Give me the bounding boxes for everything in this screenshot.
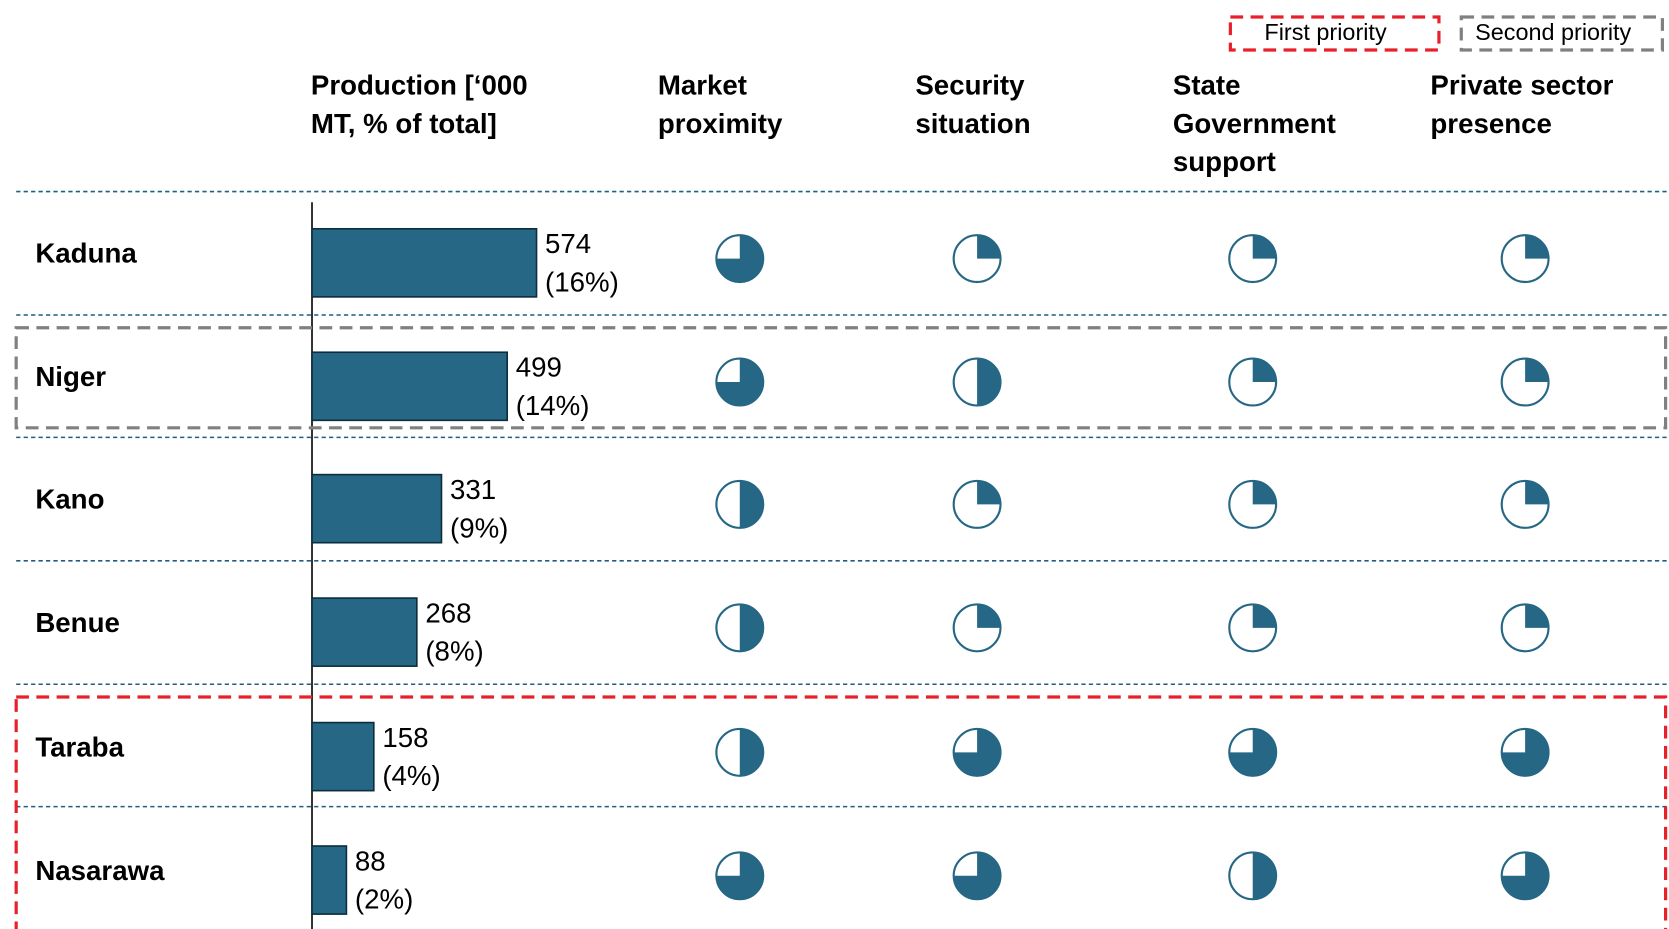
legend-label: Second priority [1475,19,1631,45]
column-header: support [1173,146,1276,177]
harvey-ball [1229,728,1277,776]
row-label: Kano [35,484,104,515]
harvey-ball [1525,604,1549,628]
priority-box [14,326,1668,430]
column-header: proximity [658,108,783,139]
harvey-ball [977,358,1001,406]
row-label: Nasarawa [35,855,165,886]
harvey-ball [953,852,1001,900]
column-header: presence [1430,108,1551,139]
harvey-ball [1252,852,1277,900]
priority-box [14,695,1668,929]
value-label: 268 [425,597,471,628]
column-header: Market [658,70,747,101]
column-header: MT, % of total] [311,108,497,139]
harvey-ball [977,604,1001,628]
column-header: Government [1173,108,1336,139]
legend-label: First priority [1264,19,1387,45]
share-label: (14%) [516,390,590,421]
share-label: (16%) [545,266,619,297]
harvey-ball [1252,480,1277,505]
share-label: (8%) [425,636,483,667]
harvey-ball [1252,235,1277,259]
column-header: State [1173,70,1241,101]
value-label: 574 [545,228,591,259]
bar [311,473,443,544]
harvey-ball [716,852,764,900]
harvey-ball [1501,728,1549,776]
bar [311,227,538,298]
harvey-ball [739,728,764,776]
column-header: Private sector [1430,70,1613,101]
row-label: Benue [35,607,120,638]
harvey-ball [1252,358,1277,383]
harvey-ball [1252,604,1277,628]
bar [311,597,418,667]
bar [311,351,508,422]
harvey-ball [1525,235,1549,259]
harvey-ball [716,358,764,406]
value-label: 88 [355,845,386,876]
row-label: Niger [35,361,106,392]
harvey-ball [739,604,764,652]
harvey-ball [953,728,1001,776]
share-label: (9%) [450,512,508,543]
column-header: Security [915,70,1025,101]
bar [311,721,375,792]
row-label: Taraba [35,731,124,762]
share-label: (4%) [382,760,440,791]
harvey-ball [1501,852,1549,900]
bar [311,845,348,915]
value-label: 331 [450,474,496,505]
column-header: situation [915,108,1030,139]
harvey-ball [739,480,764,528]
harvey-ball [1525,480,1549,505]
legend-box [1228,15,1441,52]
column-header: Production [‘000 [311,70,528,101]
legend-box [1459,15,1665,52]
row-label: Kaduna [35,238,137,269]
share-label: (2%) [355,884,413,915]
harvey-ball [977,235,1001,259]
value-label: 499 [516,352,562,383]
value-label: 158 [382,722,428,753]
harvey-ball [1525,358,1549,383]
harvey-ball [977,480,1001,505]
